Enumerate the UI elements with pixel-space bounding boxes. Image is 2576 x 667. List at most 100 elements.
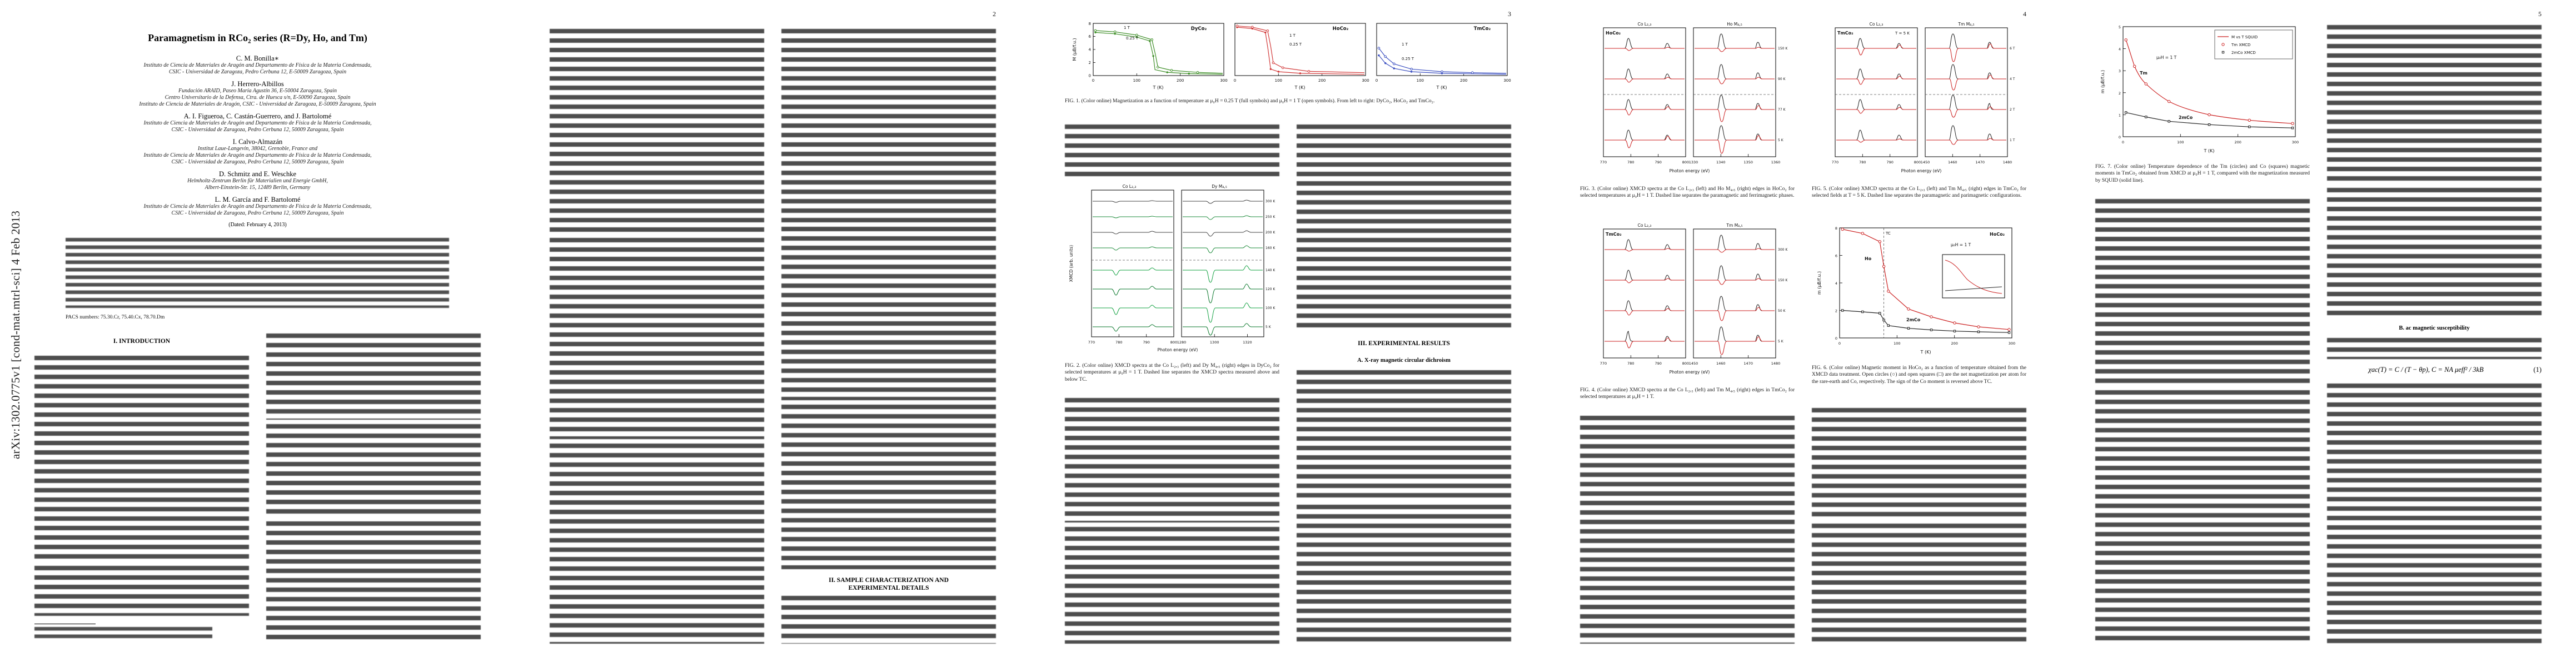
svg-text:0: 0	[1089, 74, 1091, 78]
body-text-block	[266, 424, 481, 517]
section-heading-experimental-results: III. EXPERIMENTAL RESULTS	[1358, 340, 1450, 347]
svg-text:0.25 T: 0.25 T	[1402, 57, 1414, 61]
affiliation-line: CSIC - Universidad de Zaragoza, Pedro Ce…	[171, 210, 344, 216]
fig3-temperature-labels: 150 K 90 K 77 K 5 K	[1778, 47, 1788, 142]
fig6-tick-labels: 8 6 4 2 0 0 100 200 300 T (K) m (μB/f.u.…	[1817, 226, 2015, 355]
svg-text:150 K: 150 K	[1778, 47, 1788, 51]
body-text-block	[1297, 370, 1511, 500]
figure-5-caption: FIG. 5. (Color online) XMCD spectra at t…	[1812, 186, 2026, 199]
svg-text:200: 200	[1318, 78, 1326, 83]
fig1-hoco2-curves	[1235, 24, 1365, 75]
svg-text:1 T: 1 T	[1289, 33, 1296, 38]
svg-text:160 K: 160 K	[1265, 246, 1275, 250]
section-heading-sample-characterization-line2: EXPERIMENTAL DETAILS	[848, 585, 929, 591]
svg-text:0: 0	[2119, 135, 2121, 140]
affiliation-line: Albert-Einstein-Str. 15, 12489 Berlin, G…	[205, 185, 311, 191]
affiliation-line: CSIC - Universidad de Zaragoza, Pedro Ce…	[168, 69, 347, 75]
svg-text:250 K: 250 K	[1265, 215, 1275, 219]
svg-text:120 K: 120 K	[1265, 287, 1275, 291]
equation-1-number: (1)	[2533, 366, 2542, 374]
svg-text:300: 300	[2009, 341, 2015, 346]
svg-text:0: 0	[1234, 78, 1236, 83]
svg-text:M vs T SQUID: M vs T SQUID	[2231, 35, 2258, 39]
svg-text:1470: 1470	[1743, 361, 1753, 366]
body-text-block	[1297, 125, 1511, 332]
figure-1-magnetization-vs-temperature: 8 6 4 2 0 0 100 200 300 0 100 200 300 0 …	[1072, 22, 1511, 90]
body-text-block	[1297, 505, 1511, 644]
fig3-tick-labels: 770 780 790 800 1330 1340 1350 1360 Phot…	[1600, 22, 1780, 173]
svg-text:800: 800	[1914, 160, 1921, 165]
fig2-axes	[1091, 190, 1264, 337]
svg-text:1460: 1460	[1716, 361, 1726, 366]
svg-text:0: 0	[2122, 140, 2124, 145]
author-name: D. Schmitz and E. Weschke	[218, 170, 296, 178]
svg-text:0.25 T: 0.25 T	[1126, 36, 1139, 41]
author-name: L. M. García and F. Bartolomé	[215, 196, 301, 203]
svg-text:5: 5	[2119, 25, 2121, 29]
fig6-rare-earth-series	[1841, 227, 2011, 331]
figure-4-caption: FIG. 4. (Color online) XMCD spectra at t…	[1580, 387, 1795, 400]
svg-text:3: 3	[2119, 69, 2121, 73]
fig2-tick-labels: 770 780 790 800 1280 1300 1320 Photon en…	[1069, 184, 1252, 352]
fig3-xas-curves	[1605, 33, 1775, 141]
page-2: 2 II. SAMPLE CHARACTERIZATION AND EXPERI…	[515, 0, 1030, 667]
body-text-block	[781, 405, 996, 569]
fig6-axes	[1839, 227, 2012, 339]
body-text-block	[550, 29, 764, 233]
svg-text:1 T: 1 T	[1402, 42, 1408, 47]
svg-text:200: 200	[1177, 78, 1184, 83]
affiliation-line: Fundación ARAID, Paseo María Agustín 36,…	[178, 88, 337, 94]
svg-text:1300: 1300	[1210, 340, 1219, 345]
page-number: 3	[1508, 10, 1511, 18]
svg-text:100: 100	[1133, 78, 1140, 83]
figure-2-xmcd-spectra-dyco2: 770 780 790 800 1280 1300 1320 Photon en…	[1069, 184, 1275, 352]
svg-text:T = 5 K: T = 5 K	[1895, 31, 1910, 36]
svg-text:140 K: 140 K	[1265, 268, 1275, 272]
figure-6-caption: FIG. 6. (Color online) Magnetic moment i…	[1812, 365, 2026, 385]
svg-text:M (μB/f.u.): M (μB/f.u.)	[1072, 38, 1077, 61]
svg-text:1320: 1320	[1243, 340, 1252, 345]
author-affiliation-block: C. M. Bonilla∗ Instituto de Ciencia de M…	[34, 50, 481, 228]
svg-text:300 K: 300 K	[1778, 248, 1788, 252]
svg-text:300: 300	[1503, 78, 1511, 83]
svg-text:Tm XMCD: Tm XMCD	[2231, 43, 2250, 47]
svg-text:Co L₂,₃: Co L₂,₃	[1870, 22, 1884, 27]
body-text-block	[550, 238, 764, 439]
svg-text:4 T: 4 T	[2010, 77, 2015, 81]
svg-text:T (K): T (K)	[1294, 85, 1306, 90]
figure-7-caption: FIG. 7. (Color online) Temperature depen…	[2095, 164, 2310, 183]
body-text-block	[1065, 125, 1279, 177]
svg-text:1280: 1280	[1177, 340, 1187, 345]
body-text-block	[2327, 188, 2542, 317]
svg-text:1360: 1360	[1771, 160, 1781, 165]
svg-text:m (μB/f.u.): m (μB/f.u.)	[1817, 271, 1822, 295]
section-heading-sample-characterization: II. SAMPLE CHARACTERIZATION AND	[829, 577, 949, 584]
svg-text:2mCo: 2mCo	[1906, 317, 1921, 322]
fig4-xmcd-curves	[1605, 248, 1775, 355]
page-number: 4	[2023, 10, 2026, 18]
svg-text:2: 2	[1089, 61, 1091, 65]
subsection-heading-ac-susceptibility: B. ac magnetic susceptibility	[2399, 325, 2470, 331]
svg-text:Co L₂,₃: Co L₂,₃	[1123, 184, 1137, 189]
svg-text:T (K): T (K)	[1920, 350, 1931, 355]
svg-text:200: 200	[2234, 140, 2241, 145]
svg-text:300: 300	[1220, 78, 1227, 83]
svg-text:Dy M₄,₅: Dy M₄,₅	[1212, 184, 1227, 189]
page-number: 5	[2538, 10, 2542, 18]
svg-text:770: 770	[1600, 361, 1607, 366]
svg-text:790: 790	[1655, 160, 1661, 165]
fig1-tmco2-curves	[1377, 47, 1507, 75]
dated-line: (Dated: February 4, 2013)	[228, 222, 287, 228]
paper-title: Paramagnetism in RCo₂ series (R=Dy, Ho, …	[148, 32, 367, 43]
body-text-block	[1580, 529, 1795, 644]
body-text-block	[1065, 527, 1279, 644]
svg-text:100: 100	[1275, 78, 1282, 83]
svg-text:100 K: 100 K	[1265, 306, 1275, 310]
fig2-xmcd-curves-co	[1093, 200, 1173, 332]
svg-text:50 K: 50 K	[1778, 309, 1786, 313]
affiliation-line: Centro Universitario de la Defensa, Ctra…	[165, 94, 351, 101]
svg-text:790: 790	[1143, 340, 1149, 345]
body-text-block	[781, 227, 996, 400]
subsection-heading-xmcd: A. X-ray magnetic circular dichroism	[1357, 357, 1451, 364]
svg-text:770: 770	[1832, 160, 1838, 165]
